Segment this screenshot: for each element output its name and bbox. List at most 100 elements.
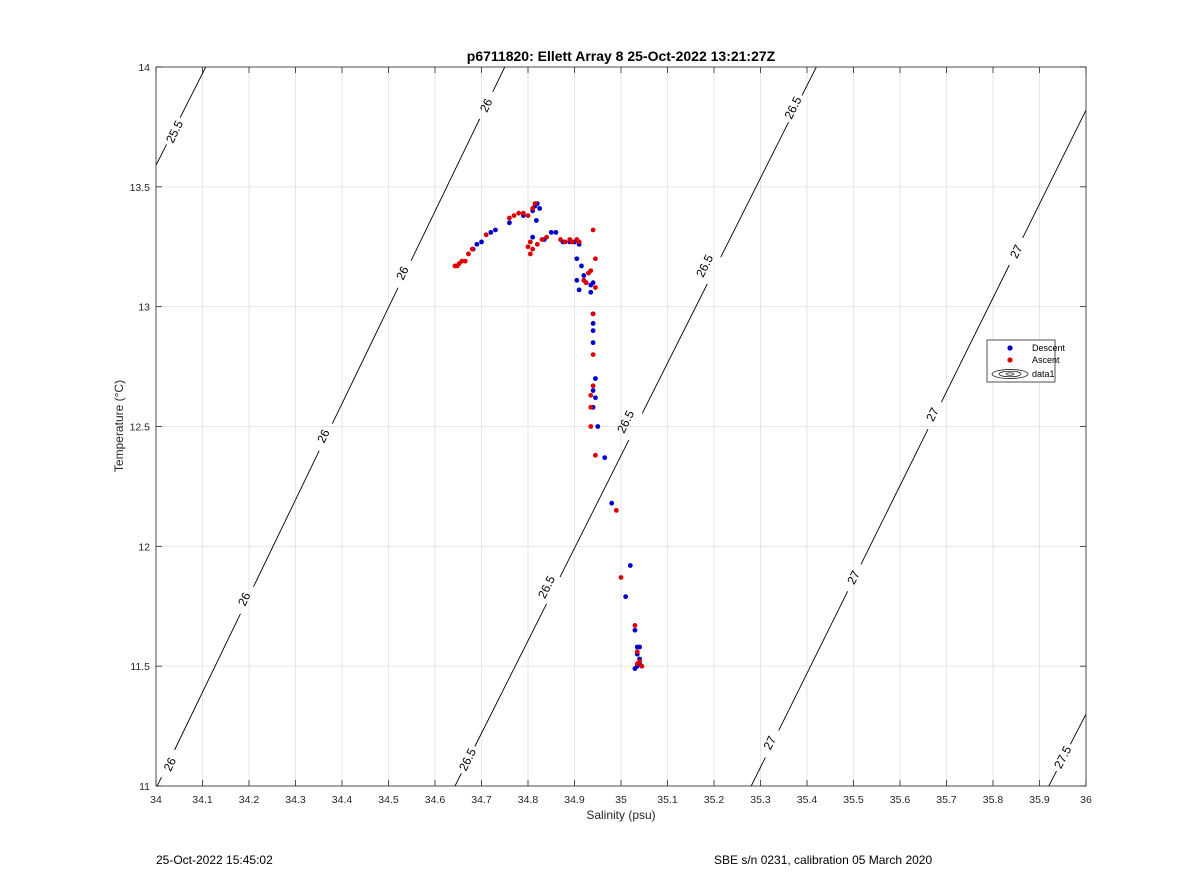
data-point — [590, 352, 596, 357]
contour-label: 26 — [393, 264, 412, 282]
y-tick-label: 13 — [138, 302, 150, 314]
contour-line-segment — [641, 283, 708, 414]
data-point — [527, 251, 533, 257]
data-point — [493, 227, 498, 233]
data-point — [576, 239, 582, 245]
contour-line-segment — [492, 67, 506, 93]
data-point — [576, 287, 582, 293]
data-point — [483, 232, 489, 238]
data-point — [632, 666, 638, 671]
grid-lines — [155, 66, 1087, 787]
y-tick-label: 12.5 — [130, 422, 151, 434]
contour-line-segment — [454, 773, 462, 786]
data-point — [574, 277, 580, 283]
data-point — [539, 237, 545, 242]
data-point — [511, 213, 517, 218]
data-point — [588, 289, 594, 295]
data-point — [466, 251, 471, 257]
contour-line-segment — [331, 287, 399, 424]
data-point — [588, 424, 594, 429]
contour-line-segment — [720, 122, 789, 258]
x-tick-label: 34 — [150, 794, 162, 806]
x-tick-label: 34.4 — [332, 794, 353, 806]
contour-line-segment — [940, 264, 1010, 403]
data-point — [583, 280, 589, 286]
data-point — [569, 239, 575, 245]
data-point — [507, 215, 512, 221]
data-point — [527, 239, 533, 245]
data-point — [618, 575, 624, 580]
x-tick-label: 35.7 — [936, 794, 957, 806]
data-point — [516, 210, 522, 216]
data-point — [479, 239, 484, 245]
data-point — [593, 376, 598, 381]
x-tick-label: 34.2 — [239, 794, 260, 806]
legend: Descent Ascent data1 — [986, 339, 1066, 383]
data-point — [590, 321, 596, 326]
data-point — [533, 217, 539, 223]
contour-label: 27 — [1007, 242, 1026, 260]
data-point — [548, 229, 554, 235]
data-point — [581, 273, 587, 278]
data-point — [520, 210, 526, 216]
y-tick-label: 11.5 — [130, 661, 150, 673]
y-tick-label: 14 — [138, 62, 150, 74]
x-axis-label: Salinity (psu) — [586, 808, 655, 822]
x-tick-label: 35.9 — [1029, 794, 1050, 806]
density-contours: 25.5262626262626.526.526.526.526.5272727… — [156, 67, 1086, 786]
x-tick-label: 35.5 — [843, 794, 864, 806]
data-point — [623, 594, 629, 600]
data-point — [634, 649, 640, 655]
data-point — [588, 392, 594, 398]
footer-timestamp: 25-Oct-2022 15:45:02 — [156, 853, 273, 867]
data-point — [462, 258, 468, 264]
data-points — [452, 201, 645, 671]
contour-line-segment — [1048, 770, 1057, 786]
contour-line-segment — [778, 591, 849, 731]
y-axis-label: Temperature (°C) — [112, 380, 126, 472]
contour-line-segment — [156, 144, 167, 166]
data-point — [590, 383, 596, 389]
data-point — [590, 328, 596, 334]
x-tick-label: 35.8 — [983, 794, 1004, 806]
data-point — [553, 229, 559, 235]
y-tick-label: 11 — [139, 781, 150, 793]
x-tick-label: 35.2 — [704, 794, 725, 806]
contour-line-segment — [174, 613, 241, 751]
data-point — [639, 663, 645, 669]
legend-marker-descent — [1007, 345, 1013, 351]
contour-label: 27 — [923, 405, 942, 423]
data-point — [525, 213, 531, 218]
data-point — [602, 455, 608, 461]
x-tick-label: 34.3 — [285, 794, 306, 806]
x-tick-label: 35 — [615, 794, 627, 806]
data-point — [609, 500, 615, 506]
y-axis-ticks: 11 11.5 12 12.5 13 13.5 14 — [130, 62, 1086, 793]
contour-label: 26 — [314, 427, 333, 445]
contour-line-segment — [750, 757, 766, 786]
series-ascent — [452, 201, 645, 669]
x-tick-label: 35.1 — [657, 794, 678, 806]
data-point — [627, 563, 633, 568]
chart-title: p6711820: Ellett Array 8 25-Oct-2022 13:… — [467, 48, 776, 64]
data-point — [579, 263, 584, 269]
data-point — [634, 661, 640, 667]
data-point — [593, 395, 598, 401]
data-point — [593, 285, 598, 290]
data-point — [562, 239, 568, 245]
x-tick-label: 34.6 — [425, 794, 446, 806]
data-point — [632, 623, 638, 628]
data-point — [595, 424, 601, 429]
x-axis-ticks: 34 34.1 34.2 34.3 34.4 34.5 34.6 34.7 34.8 34.9 35… — [150, 67, 1092, 806]
data-point — [530, 206, 536, 211]
x-tick-label: 34.7 — [471, 794, 492, 806]
contour-line-segment — [410, 118, 481, 261]
x-tick-label: 34.1 — [192, 794, 213, 806]
contour-line-segment — [1069, 713, 1086, 745]
data-point — [530, 246, 536, 252]
data-point — [469, 246, 475, 252]
data-point — [637, 644, 642, 650]
data-point — [558, 237, 563, 242]
contour-line-segment — [156, 776, 162, 786]
